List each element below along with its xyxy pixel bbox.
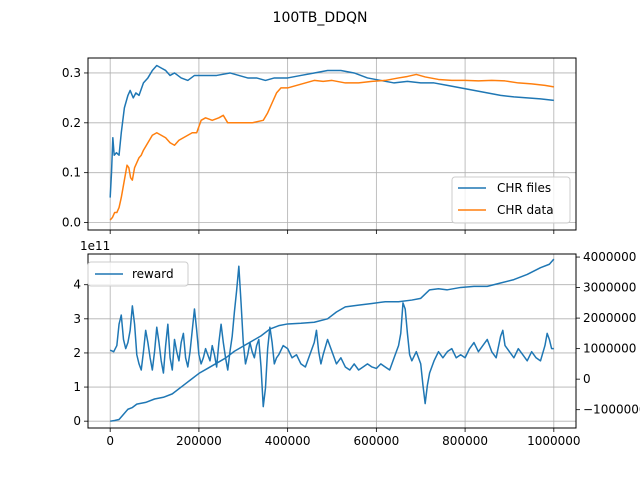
y-tick-label: 4 (73, 278, 81, 292)
figure-title: 100TB_DDQN (273, 10, 368, 26)
right-y-tick-label: 2000000 (583, 311, 636, 325)
legend-reward-label: reward (132, 267, 174, 281)
x-tick-label: 400000 (265, 434, 311, 448)
legend-chr-data-label: CHR data (497, 203, 554, 217)
top-plot-ticks: 0.0 0.1 0.2 0.3 (62, 66, 555, 234)
reward-line (110, 258, 555, 422)
right-y-tick-label: 3000000 (583, 281, 636, 295)
x-tick-label: 200000 (176, 434, 222, 448)
top-plot-lines (109, 64, 554, 221)
y-tick-label: 0.2 (62, 116, 81, 130)
y-tick-label: 2 (73, 346, 81, 360)
y-tick-label: 0 (73, 414, 81, 428)
right-axis-series-1-line (109, 265, 554, 408)
top-plot-frame (87, 57, 577, 231)
right-y-tick-label: 0 (583, 372, 591, 386)
y-tick-label: 0.1 (62, 166, 81, 180)
top-plot-legend: CHR files CHR data (451, 176, 571, 224)
right-y-tick-label: 4000000 (583, 250, 636, 264)
top-plot: 0.0 0.1 0.2 0.3 CHR files CHR data (62, 57, 577, 234)
x-tick-label: 1000000 (527, 434, 580, 448)
y-tick-label: 1 (73, 380, 81, 394)
bottom-plot: 0 200000 400000 600000 800000 1000000 0 1 2 3 4 −10… (73, 239, 640, 448)
x-tick-label: 0 (106, 434, 114, 448)
chr-files-line (109, 64, 554, 198)
y-tick-label: 3 (73, 312, 81, 326)
x-tick-label: 600000 (353, 434, 399, 448)
right-y-tick-label: 1000000 (583, 342, 636, 356)
right-y-tick-label: −1000000 (583, 403, 640, 417)
left-axis-offset-label: 1e11 (80, 239, 110, 253)
chr-data-line (109, 73, 554, 221)
legend-chr-files-label: CHR files (497, 181, 551, 195)
bottom-legend-box (87, 261, 189, 287)
bottom-plot-lines (109, 258, 555, 422)
bottom-plot-legend: reward (87, 261, 189, 287)
y-tick-label: 0.0 (62, 216, 81, 230)
y-tick-label: 0.3 (62, 66, 81, 80)
bottom-plot-frame (87, 253, 577, 429)
x-tick-label: 800000 (442, 434, 488, 448)
bottom-plot-ticks: 0 200000 400000 600000 800000 1000000 0 1 2 3 4 −10… (73, 250, 640, 448)
